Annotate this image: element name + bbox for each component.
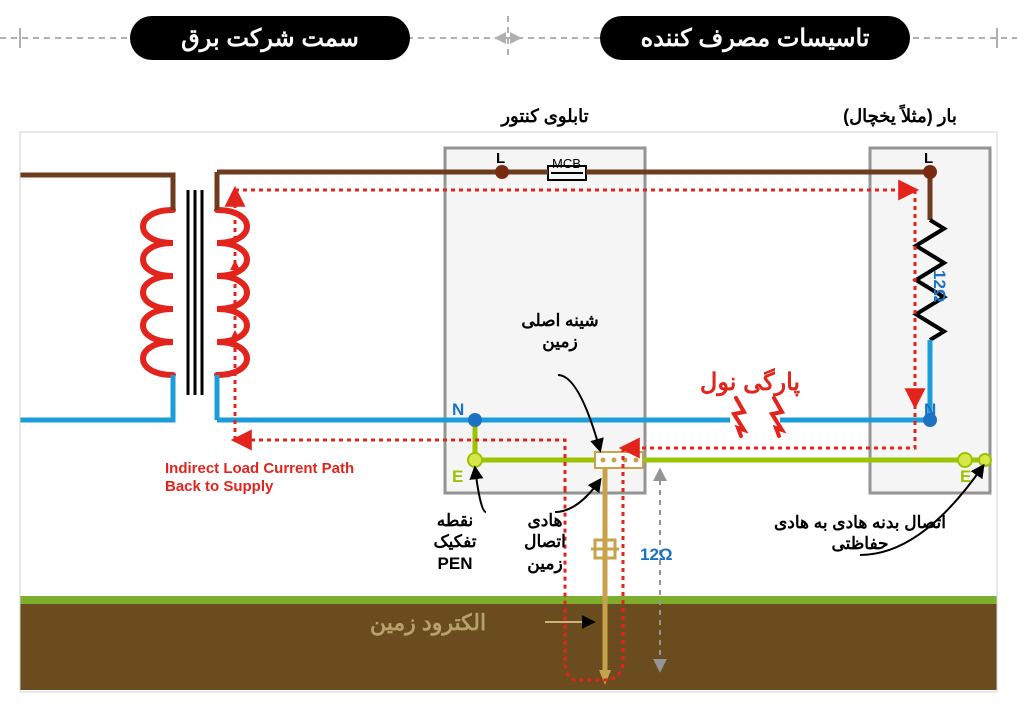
header-utility-side: سمت شرکت برق [130, 16, 410, 60]
label-load-L: L [924, 150, 933, 168]
label-load: بار (مثلاً یخچال) [800, 105, 1000, 128]
label-pen-split: نقطه تفکیک PEN [420, 510, 490, 574]
label-impedance-earth: 12Ω [640, 545, 673, 565]
header-consumer-side: تاسیسات مصرف کننده [600, 16, 910, 60]
label-earthing-conductor: هادی اتصال زمین [510, 510, 580, 574]
label-bonding: اتصال بدنه هادی به هادی حفاظتی [760, 512, 960, 555]
label-impedance-load: 12Ω [929, 270, 949, 303]
label-indirect-path: Indirect Load Current Path Back to Suppl… [165, 460, 365, 496]
label-mcb: MCB [552, 156, 581, 172]
label-meter-L: L [496, 150, 505, 168]
label-load-N: N [924, 400, 936, 420]
label-meter-N: N [452, 400, 464, 420]
label-meter-E: E [452, 467, 463, 487]
label-load-E: E [960, 467, 971, 487]
label-neutral-break: پارگی نول [660, 368, 840, 398]
diagram-canvas: { "canvas": {"w":1017,"h":705}, "header"… [0, 0, 1017, 705]
label-earth-electrode: الکترود زمین [370, 610, 486, 636]
label-meter-panel: تابلوی کنتور [445, 105, 645, 128]
label-main-earth-bar: شینه اصلی زمین [520, 310, 600, 353]
